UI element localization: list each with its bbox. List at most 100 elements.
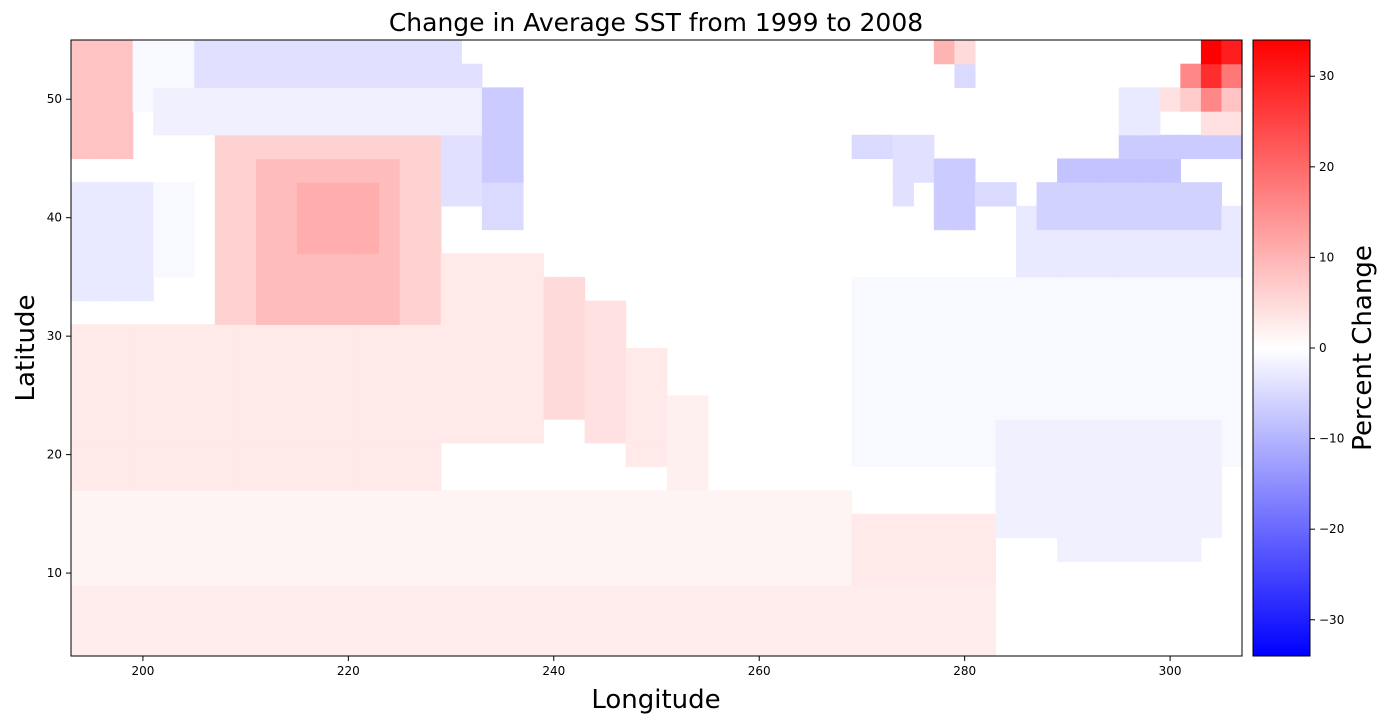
heatmap-cell [913,608,935,633]
heatmap-cell [173,40,195,65]
heatmap-cell [872,513,894,539]
heatmap-cell [420,205,442,231]
heatmap-cell [153,205,175,231]
heatmap-cell [1159,324,1181,349]
heatmap-cell [132,490,154,515]
heatmap-cell [625,537,647,562]
heatmap-cell [338,395,360,420]
heatmap-cell [584,513,606,539]
heatmap-cell [481,371,504,396]
heatmap-cell [564,584,586,610]
heatmap-cell [255,490,278,515]
heatmap-cell [235,324,257,349]
heatmap-cell [91,608,113,633]
heatmap-cell [1077,276,1099,302]
x-axis-ticks: 200 220 240 260 280 300 [131,656,1182,678]
heatmap-cell [420,63,442,88]
heatmap-cell [646,537,668,562]
heatmap-cell [564,632,586,657]
heatmap-cell [235,276,257,302]
heatmap-cell [194,324,216,349]
heatmap-cell [831,632,853,657]
heatmap-cell [584,419,606,444]
heatmap-cell [1221,276,1243,302]
heatmap-cell [255,513,278,539]
heatmap-cell [132,182,154,207]
heatmap-cell [1118,537,1140,562]
heatmap-cell [296,490,319,515]
heatmap-cell [502,300,524,325]
heatmap-cell [358,395,380,420]
heatmap-cell [194,442,216,468]
heatmap-cell [461,182,483,207]
heatmap-cell [420,229,442,254]
heatmap-cell [71,63,93,88]
x-axis-label: Longitude [591,685,720,715]
heatmap-cell [317,513,339,539]
heatmap-cell [255,276,278,302]
heatmap-cell [420,276,442,302]
heatmap-cell [1016,324,1038,349]
heatmap-cell [913,442,935,468]
heatmap-cell [1180,276,1202,302]
heatmap-cell [1139,276,1161,302]
heatmap-cell [71,395,93,420]
heatmap-cell [1077,537,1099,562]
heatmap-cell [440,300,462,325]
y-axis-label: Latitude [11,294,41,401]
heatmap-cell [810,513,832,539]
heatmap-cell [338,513,360,539]
heatmap-cell [255,371,278,396]
heatmap-cell [564,537,586,562]
heatmap-cell [358,111,380,136]
heatmap-cell [153,395,175,420]
heatmap-cell [892,608,914,633]
heatmap-cell [399,205,421,231]
heatmap-cell [974,395,997,420]
heatmap-cell [440,513,462,539]
heatmap-cell [296,632,319,657]
heatmap-cell [132,324,154,349]
heatmap-cell [194,561,216,586]
heatmap-cell [235,395,257,420]
heatmap-cell [440,276,462,302]
heatmap-cell [584,300,606,325]
heatmap-cell [358,205,380,231]
heatmap-cell [235,63,257,88]
heatmap-cell [1098,324,1120,349]
heatmap-cell [338,40,360,65]
heatmap-cell [255,158,278,183]
heatmap-cell [1098,371,1120,396]
heatmap-cell [687,490,709,515]
heatmap-cell [1098,537,1120,562]
heatmap-cell [379,134,401,160]
heatmap-cell [481,348,504,373]
heatmap-cell [605,561,627,586]
heatmap-cell [71,419,93,444]
heatmap-cell [522,395,545,420]
heatmap-cell [1159,87,1181,112]
heatmap-cell [112,419,134,444]
heatmap-cell [379,561,401,586]
heatmap-cell [666,537,688,562]
heatmap-cell [687,608,709,633]
heatmap-cell [194,513,216,539]
heatmap-cell [296,561,319,586]
heatmap-cell [851,134,873,160]
heatmap-cell [379,371,401,396]
heatmap-cell [1077,513,1099,539]
heatmap-cell [338,561,360,586]
heatmap-cell [358,182,380,207]
heatmap-cell [646,395,668,420]
heatmap-cell [810,490,832,515]
heatmap-cell [1139,300,1161,325]
heatmap-cell [954,158,976,183]
heatmap-cell [1036,324,1058,349]
heatmap-cell [687,537,709,562]
heatmap-cell [605,608,627,633]
heatmap-cell [358,466,380,491]
heatmap-cell [851,608,873,633]
heatmap-cell [317,395,339,420]
heatmap-cell [173,324,195,349]
heatmap-cell [132,608,154,633]
